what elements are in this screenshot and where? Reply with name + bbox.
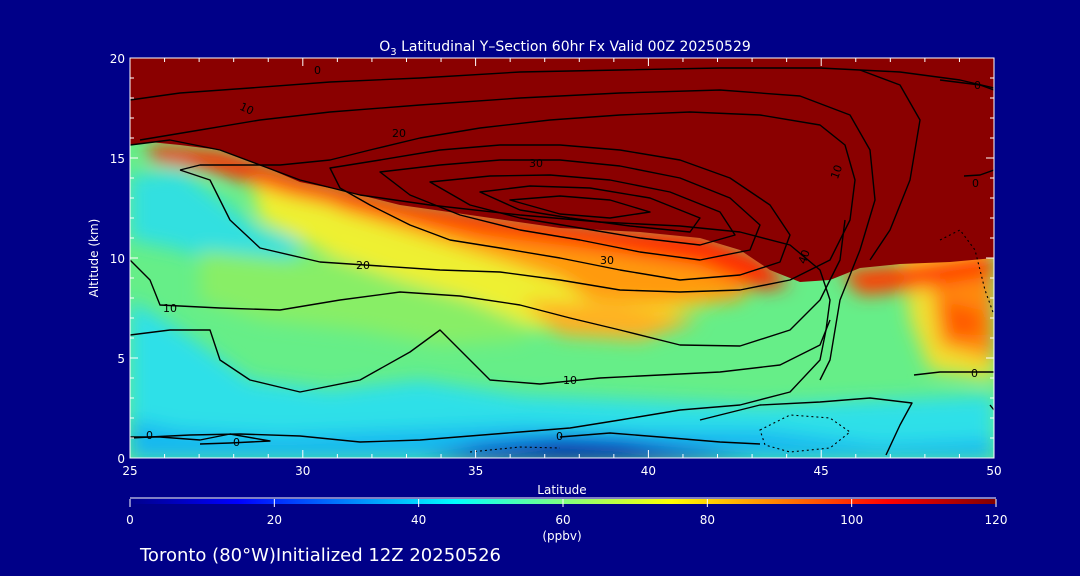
x-tick-label: 40 <box>641 464 656 478</box>
contour-label-0-right-low: 0 <box>971 367 978 380</box>
colorbar-tick-label: 100 <box>840 513 863 527</box>
contour-label-10-mid: 10 <box>163 302 177 315</box>
colorbar-tick-label: 120 <box>985 513 1008 527</box>
contour-label-30-upper: 30 <box>529 157 543 170</box>
colorbar-unit-label: (ppbv) <box>542 529 581 543</box>
y-tick-label: 15 <box>110 152 125 166</box>
x-tick-label: 25 <box>122 464 137 478</box>
colorbar-tick-label: 20 <box>267 513 282 527</box>
contour-label-40: 40 <box>796 248 813 266</box>
contour-label-10-top: 10 <box>238 100 256 118</box>
chart-title: O3 Latitudinal Y–Section 60hr Fx Valid 0… <box>379 39 751 58</box>
contour-label-30-lower: 30 <box>600 254 614 267</box>
x-axis-label: Latitude <box>537 483 586 497</box>
y-tick-label: 10 <box>110 252 125 266</box>
y-tick-labels: 0 5 10 15 20 <box>110 52 125 466</box>
y-tick-label: 0 <box>117 452 125 466</box>
colorbar: 0 20 40 60 80 100 120 (ppbv) <box>126 497 1007 543</box>
contour-label-10-right: 10 <box>828 163 845 181</box>
colorbar-tick-label: 60 <box>555 513 570 527</box>
contour-label-0-top: 0 <box>314 64 321 77</box>
contour-label-0-center: 0 <box>556 430 563 443</box>
colorbar-tick-label: 40 <box>411 513 426 527</box>
contour-label-20-upper: 20 <box>392 127 406 140</box>
axes <box>129 57 995 459</box>
x-tick-label: 45 <box>814 464 829 478</box>
colorbar-tick-labels: 0 20 40 60 80 100 120 <box>126 499 1007 527</box>
colorbar-tick-label: 80 <box>700 513 715 527</box>
contour-label-0-left2: 0 <box>233 436 240 449</box>
contour-label-10-low: 10 <box>563 374 577 387</box>
x-tick-label: 30 <box>295 464 310 478</box>
ozone-field: 0 10 20 30 40 30 20 10 10 0 0 0 0 0 0 10 <box>130 58 994 458</box>
y-tick-label: 20 <box>110 52 125 66</box>
contour-label-0-right-mid: 0 <box>972 177 979 190</box>
x-tick-label: 50 <box>986 464 1001 478</box>
location-init-text: Toronto (80°W)Initialized 12Z 20250526 <box>139 545 501 566</box>
contour-label-20-lower: 20 <box>356 259 370 272</box>
contour-label-0-right-top: 0 <box>974 79 981 92</box>
x-tick-labels: 25 30 35 40 45 50 <box>122 464 1001 478</box>
y-axis-label: Altitude (km) <box>87 219 101 298</box>
colorbar-tick-label: 0 <box>126 513 134 527</box>
y-tick-label: 5 <box>117 352 125 366</box>
contour-label-0-left: 0 <box>146 429 153 442</box>
x-tick-label: 35 <box>468 464 483 478</box>
